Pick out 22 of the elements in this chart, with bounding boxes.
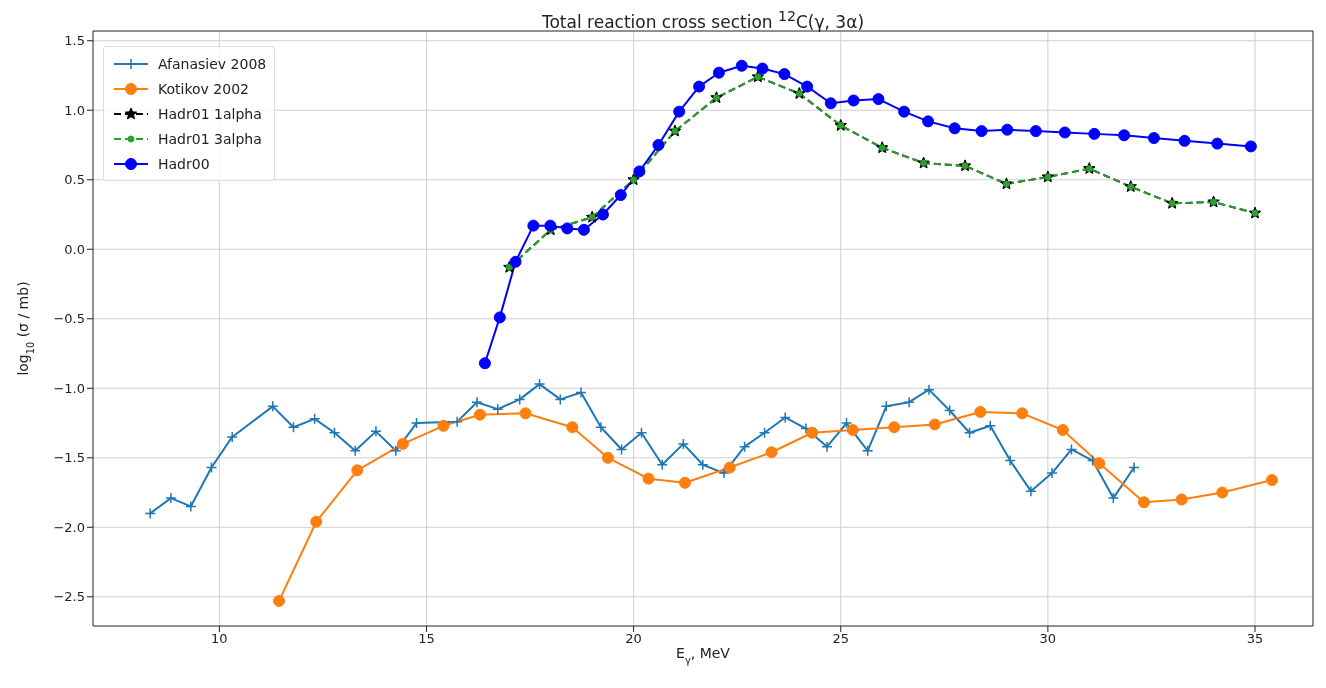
y-tick-label: 1.5 [64,33,85,49]
legend-label: Hadr00 [158,155,210,172]
x-tick-label: 25 [832,631,850,647]
x-tick-label: 30 [1039,631,1057,647]
y-tick-label: −2.5 [53,589,85,605]
x-tick-label: 10 [211,631,228,647]
y-tick-label: −0.5 [53,311,85,327]
y-tick-label: −2.0 [53,519,85,535]
legend-label: Kotikov 2002 [158,80,249,97]
legend-label: Afanasiev 2008 [158,55,267,72]
y-tick-label: 0.0 [64,241,85,257]
x-tick-label: 20 [625,631,642,647]
x-tick-label: 35 [1246,631,1264,647]
y-tick-label: 1.0 [64,102,85,118]
x-axis-title: E$_{γ}$, MeV [676,645,731,666]
legend-label: Hadr01 3alpha [158,130,262,147]
x-tick-label: 15 [418,631,435,647]
chart-title: Total reaction cross section $^{12}$C(γ, 3α) [540,8,866,32]
y-tick-label: −1.5 [53,450,85,466]
y-tick-label: 0.5 [64,172,85,188]
y-tick-label: −1.0 [53,380,85,396]
legend-label: Hadr01 1alpha [158,105,262,122]
